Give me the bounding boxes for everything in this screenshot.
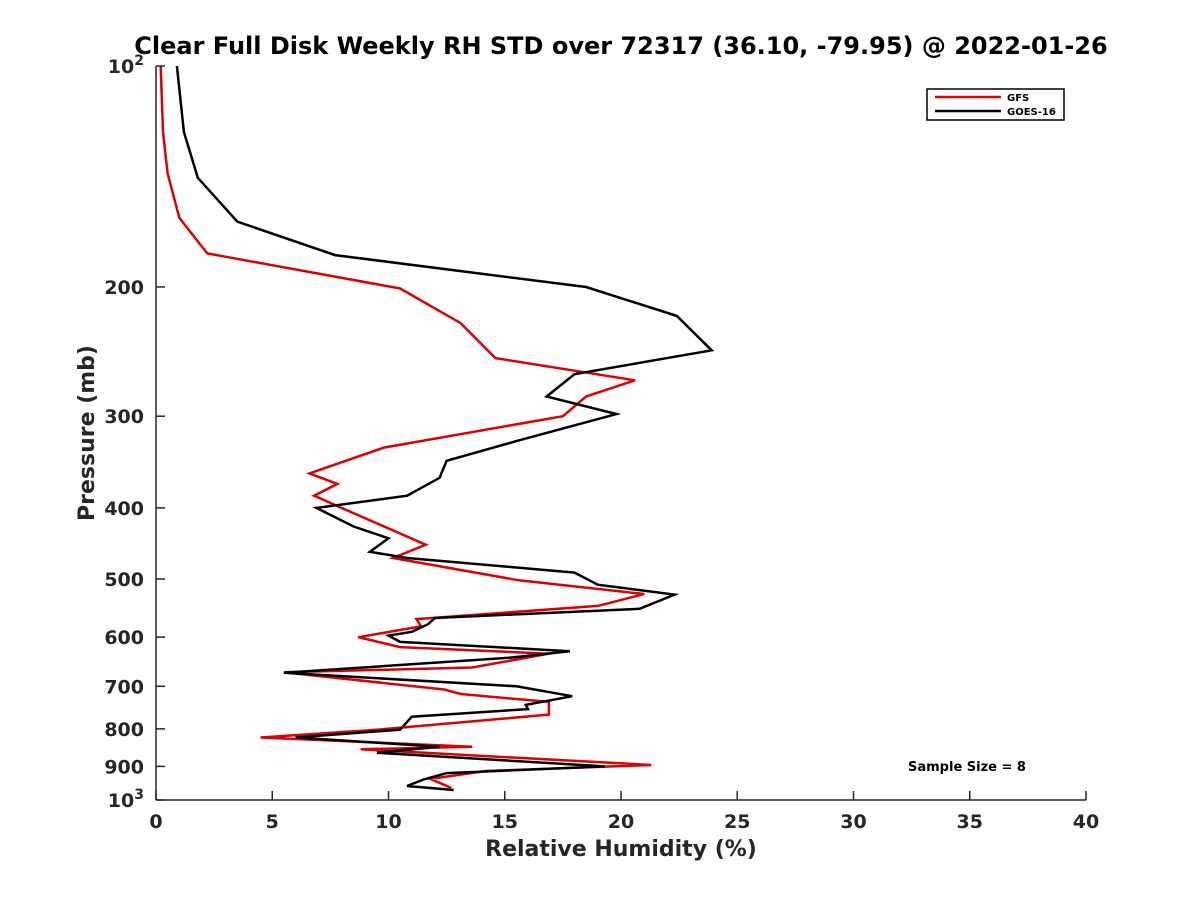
y-tick-label: 800 xyxy=(104,719,144,741)
series-layer xyxy=(159,65,715,792)
y-tick-label: 700 xyxy=(104,676,144,698)
legend-label: GOES-16 xyxy=(1007,107,1056,118)
axes-layer: 0 5 10 15 20 25 30 35 40 102 200 300 400 500 600 700 800… xyxy=(104,53,1099,833)
chart-title: Clear Full Disk Weekly RH STD over 72317… xyxy=(134,32,1107,60)
legend: GFS GOES-16 xyxy=(926,88,1065,121)
sample-size-annotation: Sample Size = 8 xyxy=(908,760,1026,775)
y-tick-label: 900 xyxy=(104,756,144,778)
x-tick-label: 30 xyxy=(840,811,866,833)
legend-label: GFS xyxy=(1007,93,1029,104)
series-line-goes-16 xyxy=(175,65,715,792)
x-axis-label: Relative Humidity (%) xyxy=(485,837,757,862)
y-tick-label: 102 xyxy=(108,53,144,78)
legend-box xyxy=(926,88,1065,121)
x-tick-label: 20 xyxy=(608,811,634,833)
x-tick-label: 40 xyxy=(1073,811,1099,833)
y-tick-label: 400 xyxy=(104,498,144,520)
y-tick-label: 300 xyxy=(104,406,144,428)
series-line-gfs xyxy=(159,65,652,790)
y-tick-label: 103 xyxy=(108,787,144,812)
y-axis-label: Pressure (mb) xyxy=(75,345,100,521)
x-tick-label: 35 xyxy=(957,811,983,833)
x-tick-label: 0 xyxy=(149,811,162,833)
y-tick-label: 500 xyxy=(104,569,144,591)
y-tick-label: 200 xyxy=(104,277,144,299)
x-tick-label: 25 xyxy=(724,811,750,833)
x-tick-label: 5 xyxy=(266,811,279,833)
x-tick-label: 15 xyxy=(492,811,518,833)
x-tick-label: 10 xyxy=(375,811,401,833)
y-tick-label: 600 xyxy=(104,627,144,649)
